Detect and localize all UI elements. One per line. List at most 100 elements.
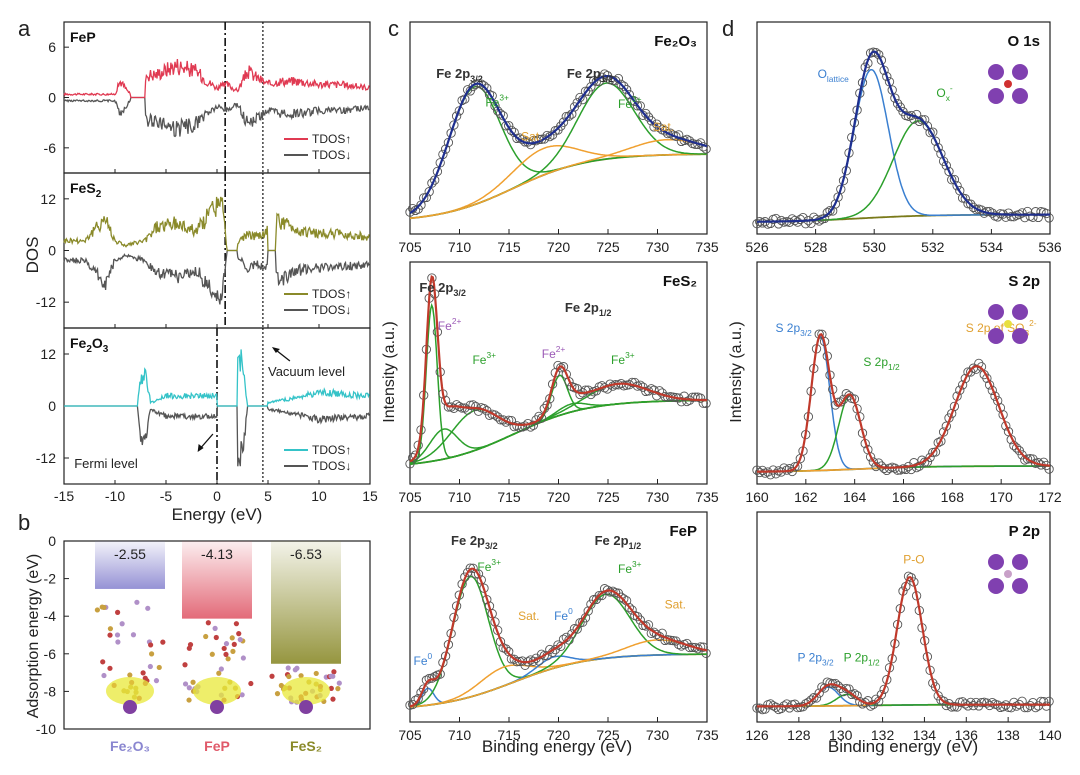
peak-label: P 2p1/2 bbox=[844, 650, 880, 667]
atom bbox=[107, 665, 113, 671]
bar-fe2o3 bbox=[95, 541, 165, 589]
peak-label: Fe2+ bbox=[438, 316, 462, 333]
data-point bbox=[803, 697, 814, 707]
y-tick-label: -6 bbox=[44, 140, 57, 156]
data-point bbox=[701, 144, 711, 154]
data-point bbox=[944, 166, 954, 177]
component-peak bbox=[409, 85, 707, 214]
plot-frame bbox=[756, 511, 1051, 723]
x-tick-label: 140 bbox=[1038, 727, 1062, 743]
arrowhead bbox=[197, 444, 204, 452]
x-tick-label: 720 bbox=[547, 489, 571, 505]
adsorbate-atom bbox=[123, 700, 137, 714]
data-point bbox=[597, 72, 607, 82]
peak-label: Fe3+ bbox=[618, 559, 642, 576]
data-point bbox=[695, 393, 706, 403]
data-point bbox=[949, 401, 960, 412]
atom bbox=[100, 659, 106, 665]
data-point bbox=[619, 81, 629, 91]
x-tick-label: 170 bbox=[989, 489, 1013, 505]
peak-label: Fe 2p3/2 bbox=[419, 280, 466, 298]
x-tick-label: 536 bbox=[1038, 239, 1062, 255]
data-point bbox=[925, 452, 935, 463]
data-point bbox=[1022, 454, 1033, 464]
category-label: FeP bbox=[204, 738, 230, 754]
component-peak bbox=[757, 68, 1050, 223]
atom bbox=[182, 662, 188, 668]
x-tick-label: 715 bbox=[497, 239, 521, 255]
atom bbox=[218, 666, 224, 672]
data-point bbox=[911, 109, 922, 120]
y-tick-label: 6 bbox=[48, 39, 56, 55]
atom bbox=[298, 673, 304, 679]
component-peak bbox=[757, 120, 1050, 223]
charge-density bbox=[106, 677, 154, 705]
atom bbox=[148, 642, 154, 648]
y-tick-label: 12 bbox=[40, 191, 56, 207]
peak-label: P 2p3/2 bbox=[798, 650, 834, 667]
data-point bbox=[583, 86, 593, 96]
component-peak bbox=[409, 138, 708, 220]
data-point bbox=[771, 469, 781, 479]
atom bbox=[160, 639, 166, 645]
material-label: Fe2O3 bbox=[70, 335, 109, 355]
data-point bbox=[1030, 702, 1041, 713]
data-point bbox=[698, 642, 708, 652]
atom bbox=[1004, 570, 1012, 578]
legend-down-label: TDOS↓ bbox=[312, 459, 351, 473]
structure-illustration bbox=[182, 620, 254, 714]
component-peak bbox=[409, 575, 708, 708]
data-point bbox=[1020, 702, 1030, 713]
data-point bbox=[545, 131, 555, 142]
x-tick-label: 725 bbox=[596, 489, 620, 505]
atom bbox=[107, 626, 114, 632]
x-tick-label: 725 bbox=[596, 239, 620, 255]
data-point bbox=[440, 144, 451, 154]
y-tick-label: -10 bbox=[36, 721, 56, 737]
xps-panel-d3: 126 128 130 132 134 136 138 140 P 2p P 2p3/2 P 2p1… bbox=[745, 511, 1062, 743]
tdos-up-line bbox=[63, 196, 370, 252]
atom bbox=[115, 639, 121, 645]
data-point bbox=[586, 599, 596, 609]
data-point bbox=[405, 459, 415, 469]
data-point bbox=[968, 202, 979, 213]
peak-label: Sat. bbox=[665, 598, 686, 612]
data-point bbox=[619, 594, 629, 604]
data-point bbox=[583, 606, 593, 616]
structure-illustration bbox=[269, 665, 342, 714]
structure-illustration bbox=[94, 599, 166, 714]
data-point bbox=[632, 101, 643, 111]
data-point bbox=[865, 452, 876, 462]
data-point bbox=[410, 450, 421, 460]
component-peak bbox=[756, 394, 1050, 473]
tdos-down-line bbox=[63, 249, 370, 305]
material-label: FeP bbox=[70, 29, 96, 45]
atom bbox=[331, 669, 337, 675]
d-x-axis-label: Binding energy (eV) bbox=[828, 737, 978, 756]
data-point bbox=[630, 96, 640, 106]
component-peak bbox=[409, 82, 707, 220]
x-tick-label: 710 bbox=[448, 239, 472, 255]
data-point bbox=[911, 462, 922, 473]
data-point bbox=[495, 109, 506, 119]
x-tick-label: 132 bbox=[871, 727, 895, 743]
data-point bbox=[564, 635, 574, 645]
data-point bbox=[819, 683, 830, 693]
peak-label: Fe 2p1/2 bbox=[567, 66, 614, 84]
data-point bbox=[690, 392, 700, 402]
y-tick-label: 0 bbox=[48, 243, 56, 259]
x-tick-label: 5 bbox=[264, 488, 272, 504]
data-point bbox=[506, 125, 517, 136]
xps-panel-c3: 705 710 715 720 725 730 735 FeP Fe 2p3/2 Fe3+ Sat.… bbox=[398, 511, 719, 743]
data-point bbox=[876, 689, 887, 700]
atom bbox=[988, 304, 1004, 320]
atom bbox=[1012, 304, 1028, 320]
x-tick-label: 720 bbox=[547, 239, 571, 255]
x-tick-label: 705 bbox=[398, 727, 422, 743]
x-tick-label: 705 bbox=[398, 489, 422, 505]
data-point bbox=[936, 436, 946, 446]
component-peak bbox=[409, 302, 707, 465]
x-tick-label: 730 bbox=[646, 489, 670, 505]
data-point bbox=[960, 373, 970, 384]
